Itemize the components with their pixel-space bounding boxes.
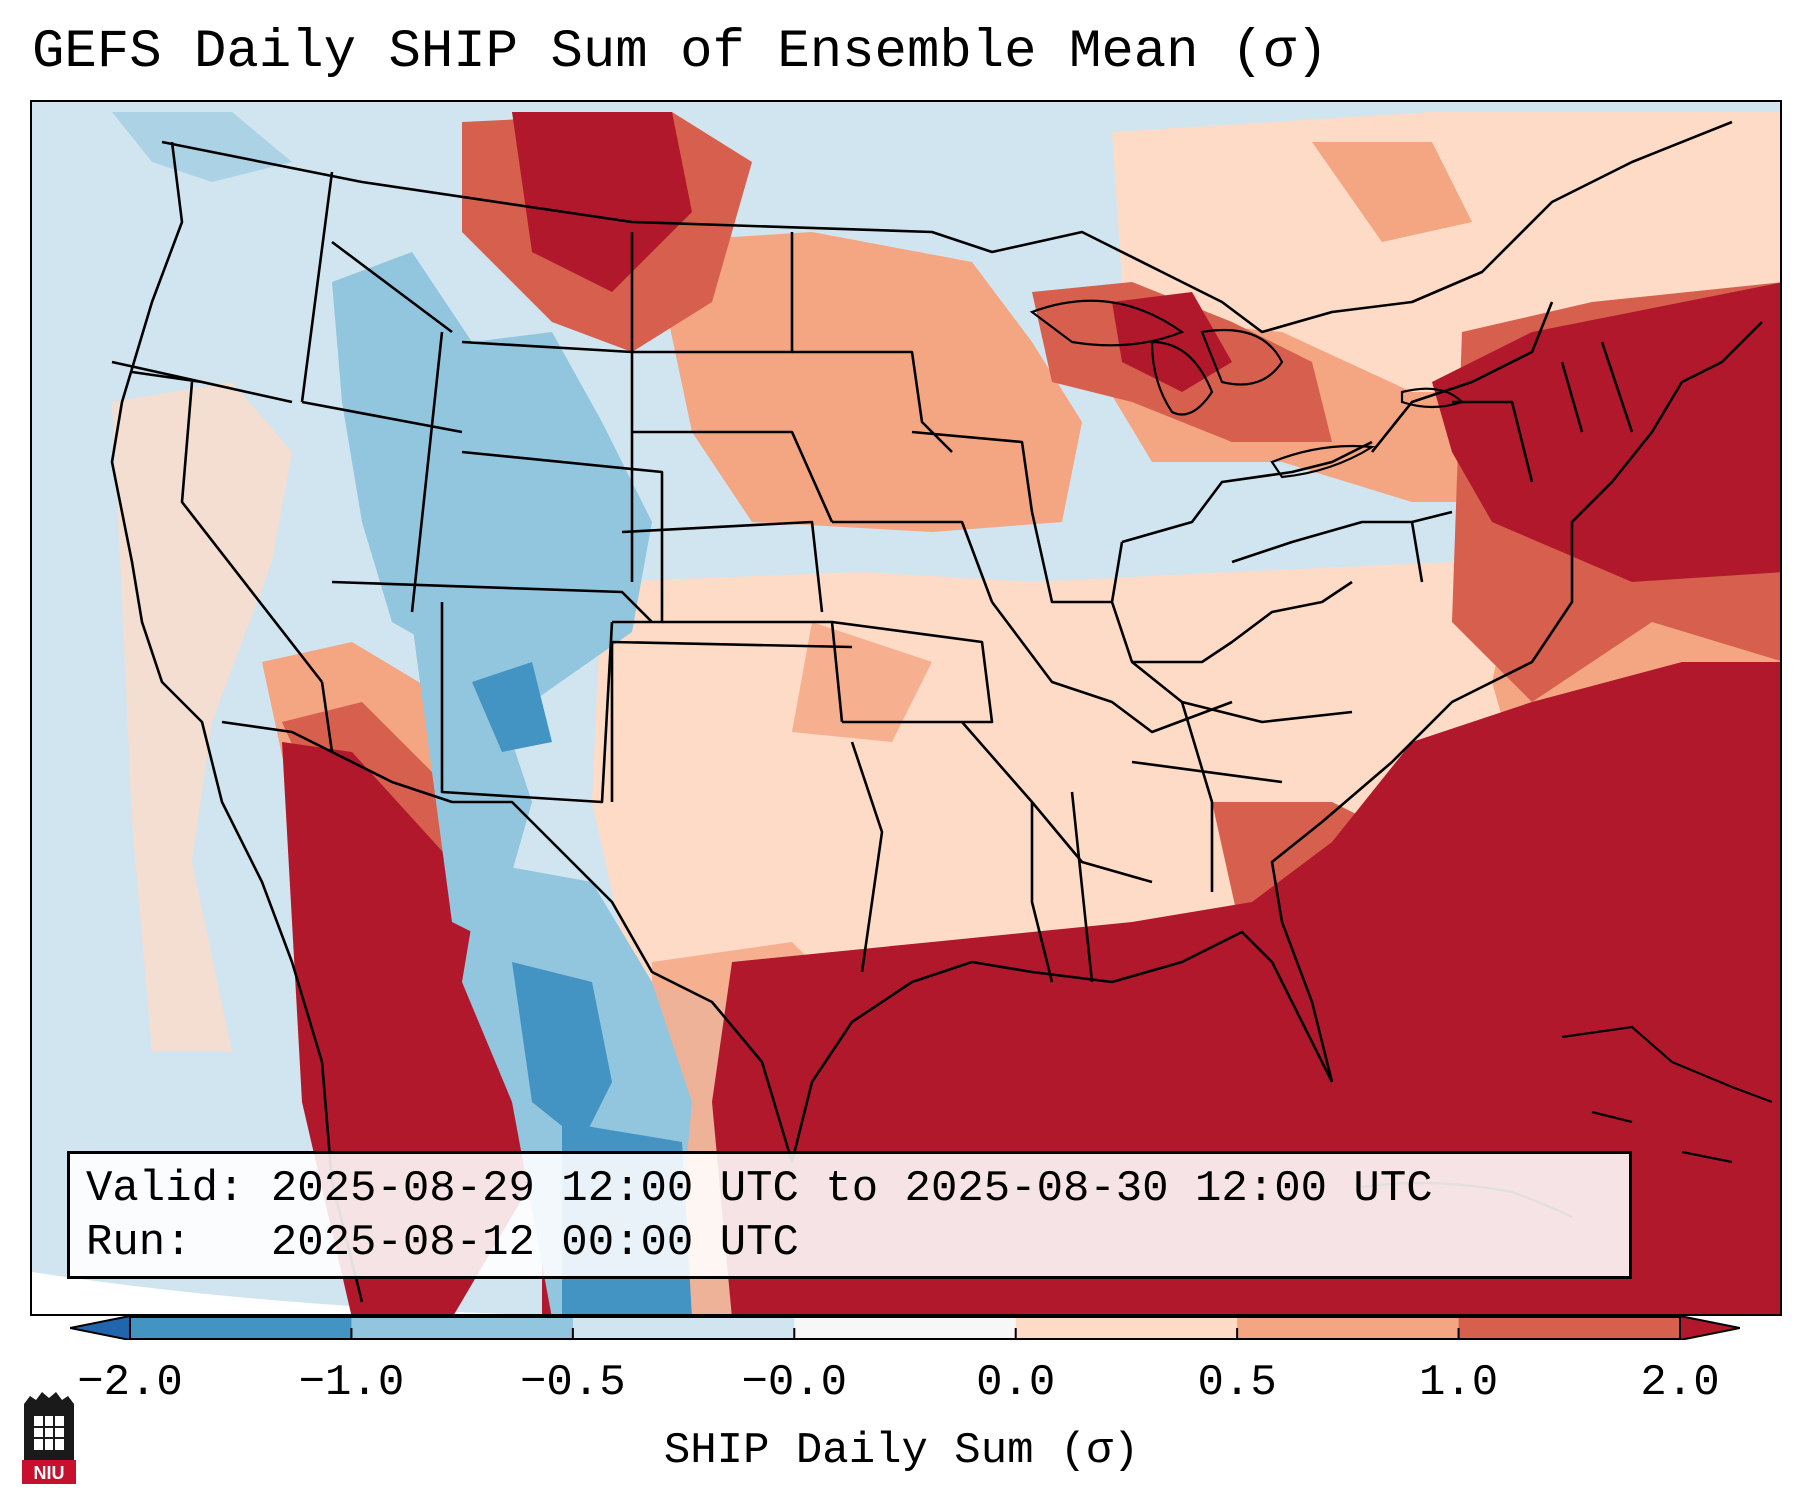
colorbar-bin	[1237, 1316, 1460, 1340]
colorbar-bin	[794, 1316, 1017, 1340]
run-label: Run:	[86, 1218, 192, 1268]
colorbar-tick-label: 0.0	[976, 1358, 1056, 1408]
map-panel	[30, 100, 1782, 1316]
colorbar-tick-label: 1.0	[1418, 1358, 1499, 1408]
valid-run-info-box: Valid: 2025-08-29 12:00 UTC to 2025-08-3…	[67, 1151, 1632, 1279]
colorbar-extend-high	[1679, 1316, 1740, 1340]
colorbar-label: SHIP Daily Sum (σ)	[663, 1426, 1140, 1476]
colorbar-bin	[572, 1316, 795, 1340]
colorbar-tick-label: 0.5	[1197, 1358, 1277, 1408]
colorbar-bin	[1015, 1316, 1238, 1340]
run-row: Run: 2025-08-12 00:00 UTC	[86, 1216, 1613, 1270]
colorbar-tick-label: −1.0	[298, 1358, 405, 1408]
colorbar-bin	[1458, 1316, 1681, 1340]
logo-text: NIU	[34, 1463, 65, 1483]
run-value: 2025-08-12 00:00 UTC	[270, 1218, 799, 1268]
map-canvas	[32, 102, 1780, 1314]
colorbar-tick-label: 2.0	[1640, 1358, 1720, 1408]
colorbar-extend-low	[70, 1316, 131, 1340]
colorbar-bin	[130, 1316, 352, 1340]
valid-label: Valid:	[86, 1164, 245, 1214]
colorbar-tick-label: −0.5	[520, 1358, 626, 1408]
colorbar-bin	[351, 1316, 574, 1340]
valid-row: Valid: 2025-08-29 12:00 UTC to 2025-08-3…	[86, 1162, 1613, 1216]
colorbar	[70, 1316, 1740, 1340]
valid-value: 2025-08-29 12:00 UTC to 2025-08-30 12:00…	[270, 1164, 1433, 1214]
colorbar-tick-label: −0.0	[741, 1358, 848, 1408]
chart-title: GEFS Daily SHIP Sum of Ensemble Mean (σ)	[32, 22, 1329, 83]
colorbar-tick-label: −2.0	[77, 1358, 183, 1408]
niu-logo: NIU	[22, 1392, 76, 1484]
